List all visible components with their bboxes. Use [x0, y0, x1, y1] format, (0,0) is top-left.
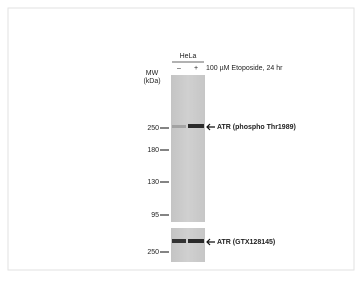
blot-lower	[171, 228, 205, 262]
band-label: ATR (phospho Thr1989)	[217, 124, 296, 131]
blot-upper	[171, 75, 205, 222]
band	[188, 239, 204, 243]
page: {"sample": "HeLa", "lanes": ["–", "+"], …	[0, 0, 362, 277]
lane-label: –	[177, 65, 181, 72]
band	[172, 125, 186, 128]
band-label: ATR (GTX128145)	[217, 239, 275, 246]
lane-label: +	[194, 65, 198, 72]
treatment-label: 100 µM Etoposide, 24 hr	[206, 65, 283, 72]
mw-title: (kDa)	[143, 78, 160, 85]
sample-label: HeLa	[180, 53, 197, 60]
marker-label: 250	[147, 249, 159, 256]
marker-label: 250	[147, 125, 159, 132]
marker-label: 95	[151, 212, 159, 219]
marker-label: 130	[147, 179, 159, 186]
band	[188, 124, 204, 128]
marker-label: 180	[147, 147, 159, 154]
band	[172, 239, 186, 243]
figure: HeLa – + 100 µM Etoposide, 24 hr MW (kDa…	[0, 0, 362, 277]
mw-title: MW	[146, 70, 159, 77]
